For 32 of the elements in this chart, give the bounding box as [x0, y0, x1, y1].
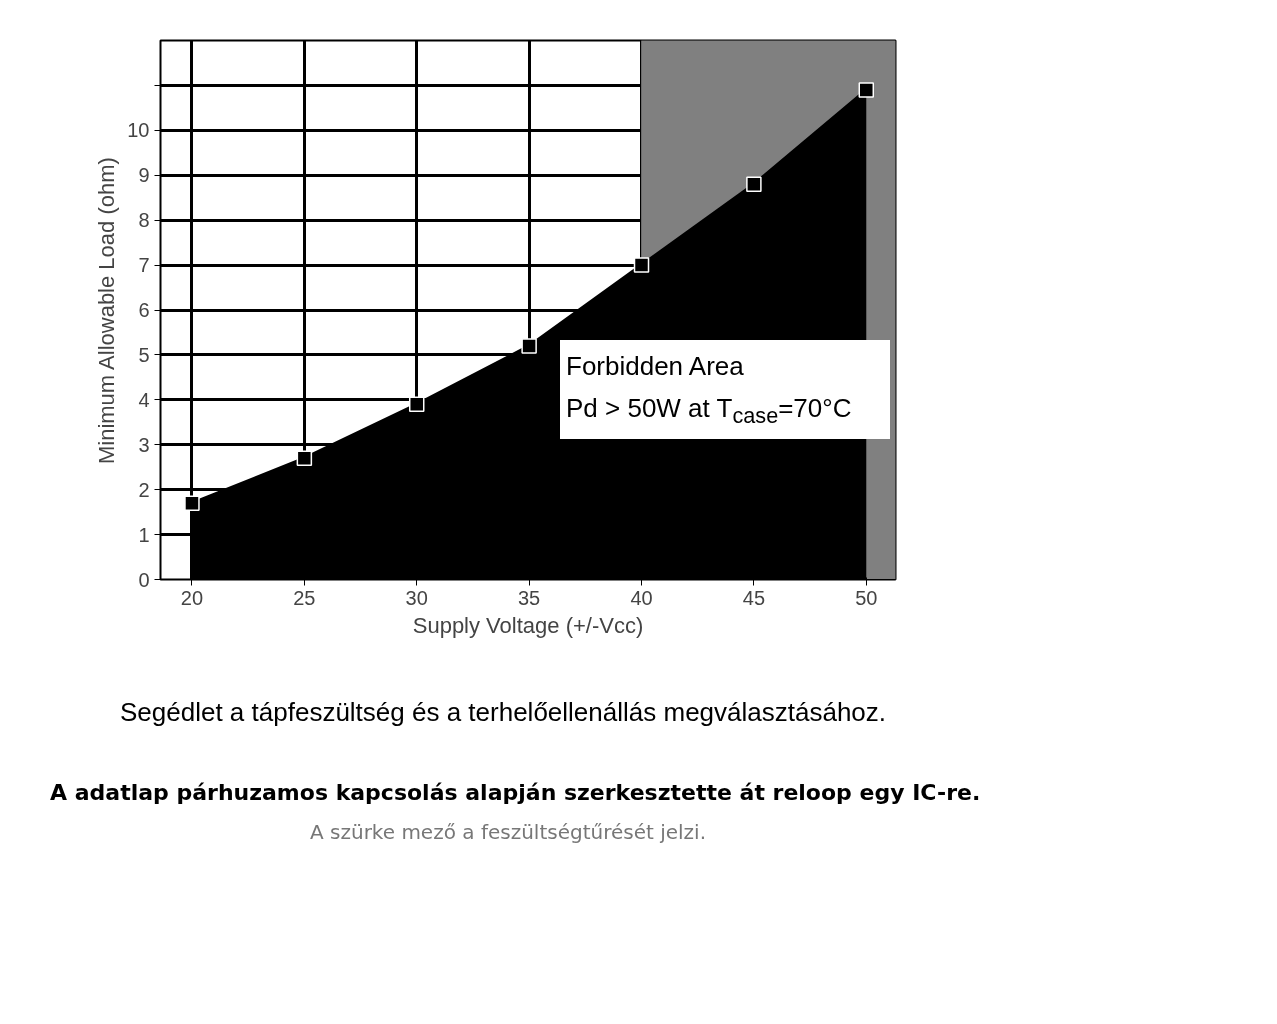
- text: A adatlap párhuzamos kapcsolás alapján szerkesztette át reloop egy IC-re.: [50, 778, 981, 807]
- x-axis-title: Supply Voltage (+/-Vcc): [412, 612, 644, 638]
- x-tick-label: 30: [405, 586, 428, 609]
- point: [633, 257, 650, 273]
- y-tick-label: 2: [138, 478, 150, 501]
- y-tick-label: 5: [138, 343, 150, 366]
- text: Segédlet a tápfeszültség és a terhelőellenállás megválasztásához.: [120, 696, 887, 730]
- x-tick-label: 45: [742, 586, 766, 609]
- y-tick-label: 8: [138, 209, 150, 232]
- y-tick-label: 1: [138, 523, 150, 546]
- point: [858, 82, 875, 98]
- y-axis-title: Minimum Allowable Load (ohm): [94, 157, 120, 465]
- y-tick-label: 4: [138, 388, 150, 411]
- x-tick-label: 40: [630, 586, 653, 609]
- y-tick-label: 6: [138, 299, 150, 321]
- annotation: Forbidden Area: [566, 351, 744, 381]
- x-tick-label: 50: [855, 586, 878, 609]
- y-tick-label: 0: [138, 568, 150, 591]
- y-tick-label: 9: [138, 164, 150, 187]
- x-tick-label: 35: [518, 586, 541, 609]
- point: [521, 338, 537, 354]
- y-tick-label: 10: [127, 119, 150, 142]
- point: [746, 176, 762, 192]
- y-tick-label: 3: [138, 433, 150, 456]
- point: [184, 495, 200, 511]
- x-tick-label: 20: [180, 586, 204, 609]
- annotation: Pd > 50W at T$_{case}$=70°C: [566, 392, 852, 428]
- point: [408, 396, 425, 413]
- text: A szürke mező a feszültségtűrését jelzi.: [310, 819, 706, 846]
- x-tick-label: 25: [293, 586, 316, 609]
- y-tick-label: 7: [138, 254, 150, 277]
- point: [296, 450, 313, 466]
